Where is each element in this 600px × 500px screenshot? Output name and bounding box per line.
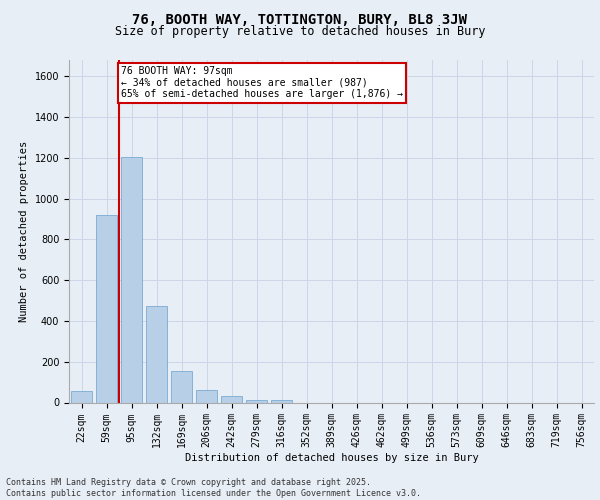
Bar bbox=[146, 306, 167, 402]
Y-axis label: Number of detached properties: Number of detached properties bbox=[19, 140, 29, 322]
X-axis label: Distribution of detached houses by size in Bury: Distribution of detached houses by size … bbox=[185, 453, 478, 463]
Bar bbox=[96, 215, 117, 402]
Bar bbox=[171, 371, 192, 402]
Text: Size of property relative to detached houses in Bury: Size of property relative to detached ho… bbox=[115, 25, 485, 38]
Text: Contains HM Land Registry data © Crown copyright and database right 2025.
Contai: Contains HM Land Registry data © Crown c… bbox=[6, 478, 421, 498]
Bar bbox=[271, 400, 292, 402]
Bar bbox=[121, 157, 142, 402]
Bar bbox=[246, 400, 267, 402]
Bar bbox=[196, 390, 217, 402]
Text: 76 BOOTH WAY: 97sqm
← 34% of detached houses are smaller (987)
65% of semi-detac: 76 BOOTH WAY: 97sqm ← 34% of detached ho… bbox=[121, 66, 403, 100]
Text: 76, BOOTH WAY, TOTTINGTON, BURY, BL8 3JW: 76, BOOTH WAY, TOTTINGTON, BURY, BL8 3JW bbox=[133, 12, 467, 26]
Bar bbox=[221, 396, 242, 402]
Bar bbox=[71, 392, 92, 402]
